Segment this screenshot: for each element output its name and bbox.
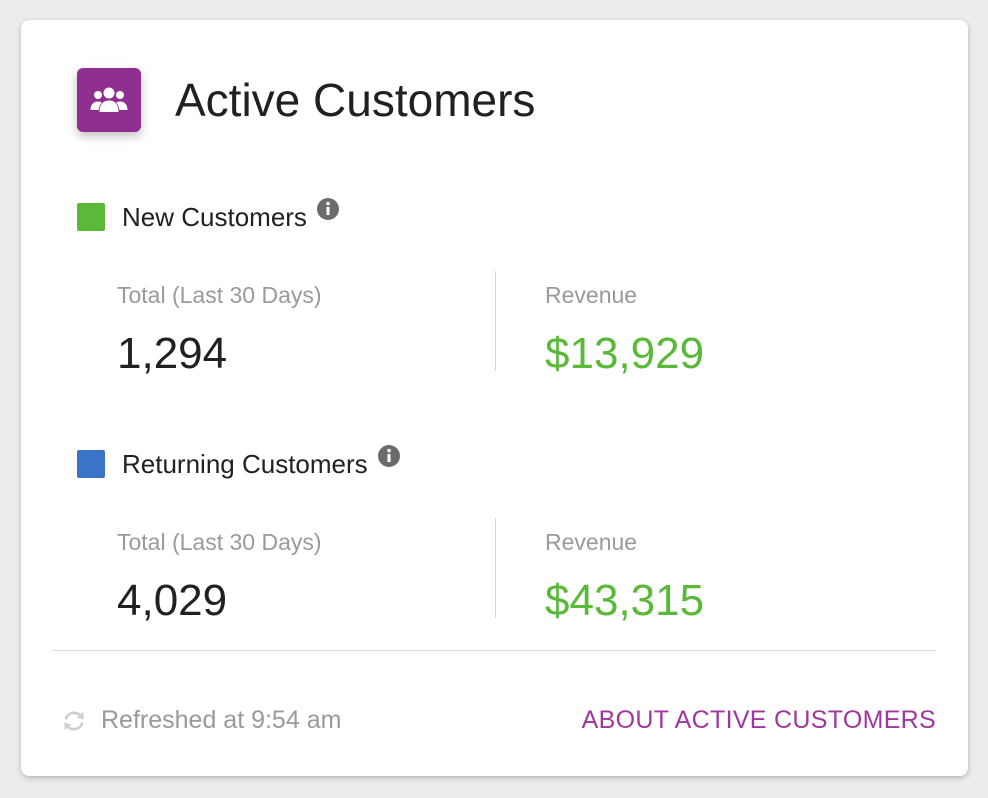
returning-revenue-value: $43,315: [545, 576, 705, 625]
new-revenue-value: $13,929: [545, 329, 705, 378]
returning-total-value: 4,029: [117, 576, 228, 625]
new-customers-legend: New Customers: [77, 198, 340, 232]
new-customers-label: New Customers: [122, 201, 307, 232]
green-swatch: [77, 203, 105, 231]
metric-divider: [495, 271, 496, 371]
users-group-icon: [77, 68, 141, 132]
returning-total-caption: Total (Last 30 Days): [117, 529, 322, 555]
new-total-caption: Total (Last 30 Days): [117, 282, 322, 308]
card-title: Active Customers: [175, 74, 536, 126]
returning-customers-label: Returning Customers: [122, 448, 368, 479]
refresh-status: Refreshed at 9:54 am: [61, 706, 341, 735]
info-icon[interactable]: [377, 444, 401, 468]
new-revenue-caption: Revenue: [545, 282, 638, 308]
footer-divider: [53, 650, 936, 651]
active-customers-card: Active Customers New Customers Total (La…: [21, 20, 968, 776]
info-icon[interactable]: [316, 197, 340, 221]
about-active-customers-link[interactable]: ABOUT ACTIVE CUSTOMERS: [581, 706, 936, 734]
returning-revenue-caption: Revenue: [545, 529, 638, 555]
new-total-value: 1,294: [117, 329, 228, 378]
refresh-icon[interactable]: [61, 708, 87, 734]
blue-swatch: [77, 450, 105, 478]
metric-divider: [495, 518, 496, 618]
returning-customers-legend: Returning Customers: [77, 445, 401, 479]
refreshed-time: Refreshed at 9:54 am: [101, 706, 342, 734]
